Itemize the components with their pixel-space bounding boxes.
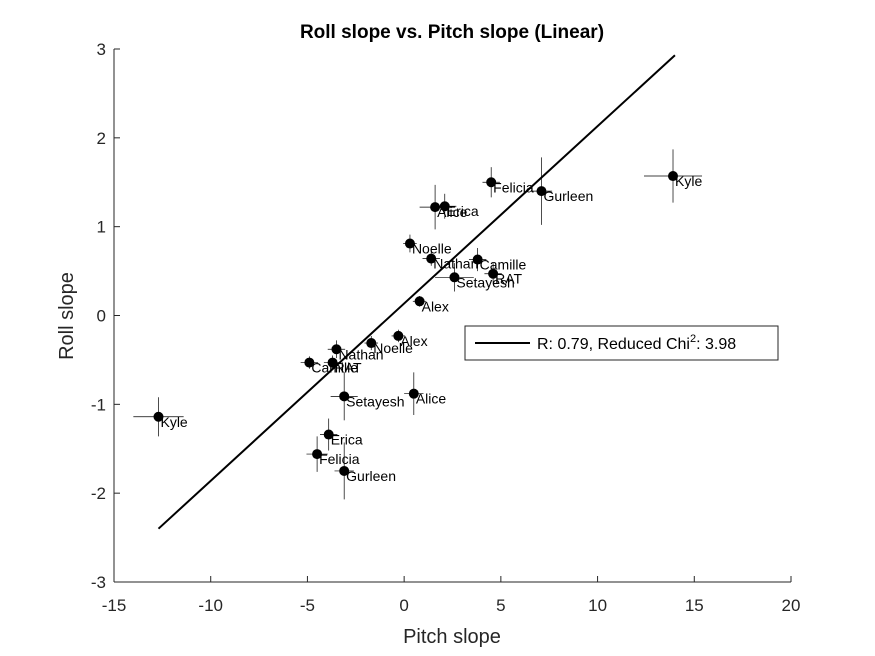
data-point xyxy=(393,330,404,341)
data-point-label: Nathan xyxy=(338,346,383,362)
data-point-group: Felicia xyxy=(482,167,534,198)
data-point-label: Setayesh xyxy=(346,393,404,409)
data-point-group: Noelle xyxy=(364,335,413,356)
data-point-group: Alice xyxy=(419,184,468,230)
data-point-label: Kyle xyxy=(160,414,187,430)
data-point-group: Noelle xyxy=(403,234,452,257)
data-point-group: Kyle xyxy=(133,397,188,437)
data-point xyxy=(472,254,483,265)
y-tick-label: 0 xyxy=(97,307,106,326)
y-tick-label: 2 xyxy=(97,129,106,148)
data-point-group: Gurleen xyxy=(334,442,396,500)
data-point xyxy=(153,411,164,422)
y-tick-label: -1 xyxy=(91,395,106,414)
data-point-group: Camille xyxy=(300,356,358,376)
data-point-label: RAT xyxy=(495,271,522,287)
x-tick-label: 15 xyxy=(685,596,704,615)
data-point-label: Setayesh xyxy=(456,274,514,290)
data-point-label: Noelle xyxy=(373,340,413,356)
x-tick-label: -10 xyxy=(198,596,223,615)
data-point-group: RAT xyxy=(484,263,523,287)
data-point-group: Kyle xyxy=(643,149,702,203)
data-point xyxy=(488,268,499,279)
y-tick-label: -2 xyxy=(91,484,106,503)
data-point xyxy=(339,465,350,476)
data-point-group: Alex xyxy=(391,329,428,349)
x-tick-label: 5 xyxy=(496,596,505,615)
plot-area xyxy=(114,49,791,582)
data-point-group: Setayesh xyxy=(435,263,515,292)
data-point xyxy=(327,357,338,368)
data-point-label: Erica xyxy=(447,203,479,219)
data-point-label: Camille xyxy=(311,360,358,376)
data-point-label: Gurleen xyxy=(543,188,593,204)
data-point xyxy=(339,391,350,402)
data-point xyxy=(536,186,547,197)
x-tick-label: -5 xyxy=(300,596,315,615)
fit-line-layer xyxy=(157,54,676,530)
x-tick-label: 0 xyxy=(399,596,408,615)
data-point-group: Camille xyxy=(468,247,527,273)
data-point xyxy=(449,272,460,283)
data-point-group: Gurleen xyxy=(530,157,593,225)
data-point-label: Kyle xyxy=(675,173,702,189)
legend-label: R: 0.79, Reduced Chi2: 3.98 xyxy=(537,333,736,353)
data-point-label: Noelle xyxy=(412,241,452,257)
data-point-label: Alice xyxy=(416,391,447,407)
legend-label-superscript: 2 xyxy=(690,333,696,345)
data-point xyxy=(426,253,437,264)
data-point xyxy=(366,338,377,349)
y-tick-label: 3 xyxy=(97,40,106,59)
data-point-label: Erica xyxy=(331,432,363,448)
data-point xyxy=(331,344,342,355)
data-point-label: Gurleen xyxy=(346,468,396,484)
y-tick-label: -3 xyxy=(91,573,106,592)
data-point xyxy=(304,357,315,368)
data-point-group: Alex xyxy=(412,295,449,314)
data-point-label: Felicia xyxy=(319,451,360,467)
data-point-group: Alice xyxy=(404,372,446,415)
data-point-label: Nathan xyxy=(433,256,478,272)
data-point-label: Alex xyxy=(400,333,427,349)
data-point xyxy=(404,238,415,249)
data-point-group: Erica xyxy=(320,418,363,451)
data-point-group: Felicia xyxy=(306,436,360,472)
y-axis-title: Roll slope xyxy=(56,272,78,360)
data-point xyxy=(439,201,450,212)
data-point-group: Nathan xyxy=(327,340,384,362)
data-points-layer: KyleFeliciaGurleenEricaAliceNoelleNathan… xyxy=(133,149,702,500)
data-point-group: Nathan xyxy=(422,251,478,272)
data-point xyxy=(323,429,334,440)
data-point xyxy=(430,202,441,213)
data-point-label: Alice xyxy=(437,204,468,220)
data-point xyxy=(486,177,497,188)
data-point xyxy=(668,171,679,182)
data-point-group: Setayesh xyxy=(330,372,405,421)
data-point xyxy=(312,449,323,460)
chart-title: Roll slope vs. Pitch slope (Linear) xyxy=(300,22,604,43)
x-tick-label: -15 xyxy=(102,596,127,615)
data-point xyxy=(414,296,425,307)
x-tick-label: 10 xyxy=(588,596,607,615)
legend: R: 0.79, Reduced Chi2: 3.98 xyxy=(464,325,779,361)
x-axis-title: Pitch slope xyxy=(403,626,501,648)
plot-background xyxy=(114,49,791,582)
data-point xyxy=(408,388,419,399)
data-point-label: Alex xyxy=(422,298,449,314)
y-tick-label: 1 xyxy=(97,218,106,237)
data-point-label: Felicia xyxy=(493,179,534,195)
fit-line xyxy=(157,54,676,530)
data-point-label: RAT xyxy=(335,360,362,376)
x-tick-label: 20 xyxy=(782,596,801,615)
legend-label-prefix: R: 0.79, Reduced Chi xyxy=(537,336,690,353)
legend-label-suffix: : 3.98 xyxy=(696,336,736,353)
data-point-label: Camille xyxy=(480,257,527,273)
data-point-group: RAT xyxy=(323,355,362,376)
